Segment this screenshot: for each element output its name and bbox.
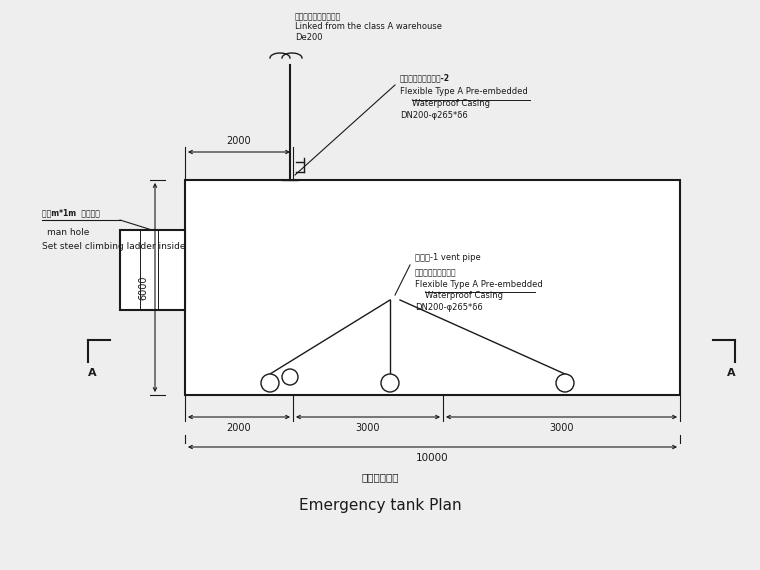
Text: 事故池平面图: 事故池平面图 [361,472,399,482]
Text: Waterproof Casing: Waterproof Casing [412,99,490,108]
Text: man hole: man hole [47,228,90,237]
Text: Flexible Type A Pre-embedded: Flexible Type A Pre-embedded [400,87,527,96]
Text: 6000: 6000 [138,275,148,300]
Text: 2000: 2000 [226,423,252,433]
Text: DN200-φ265*δ6: DN200-φ265*δ6 [415,303,483,312]
Text: 3000: 3000 [549,423,574,433]
Circle shape [261,374,279,392]
Text: A: A [727,368,736,378]
Text: DN200-φ265*δ6: DN200-φ265*δ6 [400,111,467,120]
Bar [120,230,185,310]
Bar [185,180,680,395]
Text: Waterproof Casing: Waterproof Casing [425,291,503,300]
Text: Emergency tank Plan: Emergency tank Plan [299,498,461,513]
Circle shape [282,369,298,385]
Text: Set steel climbing ladder inside: Set steel climbing ladder inside [42,242,185,251]
Text: 2000: 2000 [226,136,252,146]
Text: 柔性防水套管外套管: 柔性防水套管外套管 [415,268,457,277]
Text: 10000: 10000 [416,453,449,463]
Text: Flexible Type A Pre-embedded: Flexible Type A Pre-embedded [415,280,543,289]
Text: Linked from the class A warehouse: Linked from the class A warehouse [295,22,442,31]
Text: 3000: 3000 [356,423,380,433]
Text: 柔性防水套管外套管-2: 柔性防水套管外套管-2 [400,73,450,82]
Circle shape [381,374,399,392]
Text: De200: De200 [295,33,322,42]
Text: A: A [87,368,97,378]
Circle shape [556,374,574,392]
Text: 人孔m*1m  内设爬梯: 人孔m*1m 内设爬梯 [42,208,100,217]
Text: 通气管-1 vent pipe: 通气管-1 vent pipe [415,253,481,262]
Text: 接自类仓库消防主管水: 接自类仓库消防主管水 [295,12,341,21]
